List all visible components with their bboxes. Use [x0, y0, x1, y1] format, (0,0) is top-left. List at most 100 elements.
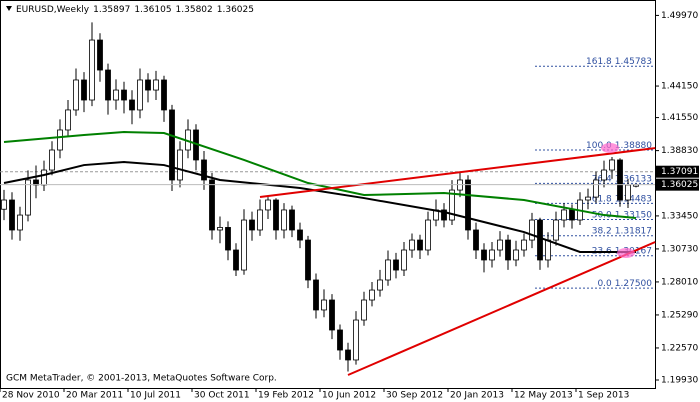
candle-body [145, 79, 151, 91]
fibo-ratio: 100.0 [586, 141, 612, 151]
header-value: 1.35802 [176, 5, 213, 15]
candle-body [385, 259, 391, 281]
candle-body [369, 289, 375, 301]
candle-body [617, 159, 623, 201]
candle-body [273, 199, 279, 231]
candle-body [521, 239, 527, 251]
candle-body [545, 239, 551, 261]
candle-body [601, 169, 607, 181]
header-symbol: EURUSD,Weekly [16, 5, 90, 15]
candle-body [465, 179, 471, 231]
level-box [656, 165, 699, 178]
candle-body [17, 214, 23, 231]
candle-body [505, 239, 511, 261]
fibo-label: 61.8 1.34483 [592, 194, 652, 204]
fibo-label: 100.0 1.38880 [586, 141, 652, 151]
candle-body [57, 129, 63, 151]
fibo-ratio: 61.8 [592, 194, 612, 204]
fibo-label: 161.8 1.45783 [586, 57, 652, 67]
candle-body [393, 259, 399, 271]
candle-body [113, 89, 119, 101]
candle-body [513, 249, 519, 261]
fibo-ratio: 38.2 [592, 226, 612, 236]
candle-body [137, 79, 143, 111]
y-tick-label: 1.19930 [661, 375, 698, 385]
candle-body [305, 239, 311, 281]
candle-body [449, 189, 455, 221]
x-tick-label: 10 Jun 2012 [322, 391, 376, 401]
candle-body [217, 227, 223, 231]
candle-body [425, 219, 431, 251]
candle-body [313, 279, 319, 311]
candle-body [153, 79, 159, 91]
candle-body [497, 239, 503, 251]
candle-body [265, 199, 271, 211]
candle-body [241, 219, 247, 271]
y-tick-label: 1.49970 [661, 11, 698, 21]
candle-body [49, 149, 55, 171]
fibo-label: 38.2 1.31817 [592, 226, 652, 236]
candle-body [257, 209, 263, 231]
candle-body [417, 239, 423, 251]
candle-body [65, 109, 71, 131]
candle-body [289, 209, 295, 231]
candle-body [329, 299, 335, 331]
plot-frame [0, 0, 656, 389]
candle-body [625, 184, 631, 201]
candle-body [177, 149, 183, 181]
candle-body [561, 209, 567, 221]
candle-body [81, 79, 87, 101]
candle-body [321, 299, 327, 311]
candle-body [489, 249, 495, 261]
fibo-price: 1.38880 [615, 141, 652, 151]
candle-body [593, 179, 599, 198]
x-tick-label: 28 Nov 2010 [2, 391, 60, 401]
candle-body [105, 69, 111, 101]
y-tick-label: 1.25290 [661, 310, 698, 320]
candle-body [209, 179, 215, 231]
fibo-price: 1.31817 [615, 226, 652, 236]
candle-body [89, 39, 95, 101]
anchor-marker [601, 143, 619, 153]
moving-average [3, 161, 636, 253]
header: EURUSD,Weekly 1.35897 1.36105 1.35802 1.3602… [16, 5, 254, 15]
x-tick-label: 20 Jan 2013 [450, 391, 504, 401]
fibo-price: 1.45783 [615, 57, 652, 67]
candle-body [537, 219, 543, 261]
candle-body [25, 179, 31, 216]
candle-body [121, 89, 127, 101]
candle-body [377, 279, 383, 291]
y-tick-label: 1.30730 [661, 244, 698, 254]
x-tick-label: 20 Mar 2011 [66, 391, 123, 401]
level-box-label: 1.37091 [661, 167, 698, 177]
candle-body [569, 209, 575, 221]
candle-body [233, 249, 239, 271]
candle-body [161, 79, 167, 111]
x-tick-label: 19 Feb 2012 [258, 391, 314, 401]
y-tick-label: 1.41550 [661, 113, 698, 123]
candle-body [249, 219, 255, 231]
trend-line [347, 241, 656, 376]
candle-body [553, 219, 559, 241]
fibo-ratio: 161.8 [586, 57, 612, 67]
header-value: 1.36105 [134, 5, 171, 15]
candle-body [73, 79, 79, 111]
x-tick-label: 30 Sep 2012 [386, 391, 443, 401]
candle-body [97, 39, 103, 71]
header-value: 1.35897 [93, 5, 130, 15]
candle-body [225, 227, 231, 251]
candle-body [409, 239, 415, 251]
candle-body [337, 329, 343, 351]
candle-body [129, 99, 135, 111]
x-tick-label: 10 Jul 2011 [130, 391, 181, 401]
x-tick-label: 12 May 2013 [514, 391, 573, 401]
footer: GCM MetaTrader, © 2001-2013, MetaQuotes … [6, 374, 277, 384]
x-tick-label: 30 Oct 2011 [194, 391, 250, 401]
anchor-marker [617, 248, 635, 258]
candle-body [281, 209, 287, 231]
y-tick-label: 1.33450 [661, 211, 698, 221]
y-tick-label: 1.22570 [661, 343, 698, 353]
candle-body [529, 219, 535, 241]
candle-body [401, 249, 407, 271]
